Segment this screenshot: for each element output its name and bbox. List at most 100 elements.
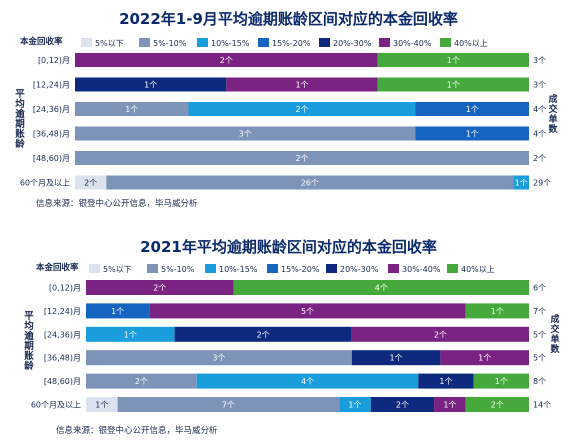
total-label: 5个 (533, 330, 546, 339)
legend-swatch (326, 264, 337, 273)
data-label: 1个 (111, 307, 124, 316)
data-label: 2个 (396, 401, 409, 410)
bar-segment (174, 326, 352, 342)
bar-segment (86, 303, 150, 319)
bar-segment (86, 373, 197, 389)
data-label: 2个 (220, 56, 233, 65)
category-label: [12,24)月 (33, 81, 70, 90)
bar-segment (351, 326, 529, 342)
category-label: 60个月及以上 (31, 401, 81, 410)
total-label: 6个 (533, 284, 546, 293)
data-label: 1个 (95, 401, 108, 410)
data-label: 4个 (375, 284, 388, 293)
legend-swatch (139, 38, 150, 47)
total-label: 4个 (533, 105, 546, 114)
bar-area: [0,12)月 2个 4个 6个 [12,24)月 1个 5个 1个 7个 [24,36)月 1个 2… (31, 280, 551, 412)
total-label: 2个 (533, 154, 546, 163)
source-note: 信息来源：银登中心公开信息，毕马威分析 (36, 199, 198, 209)
data-label: 1个 (439, 377, 452, 386)
bar-segment (377, 53, 529, 67)
data-label: 2个 (295, 154, 308, 163)
bar-segment (117, 397, 340, 412)
data-label: 1个 (144, 81, 157, 90)
data-label: 1个 (348, 401, 361, 410)
legend-label: 10%-15% (219, 265, 258, 274)
bar-segment (339, 397, 371, 412)
legend-swatch (197, 38, 208, 47)
legend-item: 15%-20% (267, 264, 319, 274)
data-label: 1个 (295, 81, 308, 90)
data-label: 1个 (491, 307, 504, 316)
bar-segment (86, 326, 175, 342)
right-axis-label: 成交单数 (550, 315, 560, 355)
bar-segment (106, 175, 514, 190)
legend-label: 30%-40% (402, 265, 441, 274)
category-label: [48,60)月 (33, 154, 70, 163)
bar-segment (513, 175, 529, 190)
right-axis-label: 成交单数 (548, 95, 558, 135)
bar-segment (226, 77, 378, 92)
legend-swatch (447, 264, 458, 273)
data-label: 1个 (443, 401, 456, 410)
bar-segment (415, 126, 529, 141)
legend-item: 10%-15% (205, 264, 257, 274)
data-label: 2个 (135, 377, 148, 386)
bar-segment (75, 53, 378, 67)
legend-swatch (319, 38, 330, 47)
data-label: 1个 (447, 56, 460, 65)
data-label: 4个 (301, 377, 314, 386)
bar-segment (370, 397, 435, 412)
category-label: [36,48)月 (44, 354, 81, 363)
legend-label: 5%-10% (161, 265, 195, 274)
legend-label: 15%-20% (281, 265, 320, 274)
legend-swatch (205, 264, 216, 273)
legend-item: 20%-30% (319, 38, 371, 48)
bar-segment (465, 303, 529, 319)
category-label: [36,48)月 (33, 130, 70, 139)
total-label: 3个 (533, 81, 546, 90)
category-label: [24,36)月 (44, 330, 81, 339)
legend-item: 15%-20% (258, 38, 310, 48)
legend-label: 30%-40% (393, 39, 432, 48)
chart-2022: 2022年1-9月平均逾期账龄区间对应的本金回收率 本金回收率 平均逾期账龄 成… (0, 0, 577, 220)
bar-segment (415, 102, 529, 116)
legend-item: 40%以上 (440, 38, 488, 49)
legend-label: 20%-30% (333, 39, 372, 48)
data-label: 1个 (447, 81, 460, 90)
total-label: 5个 (533, 354, 546, 363)
bar-segment (149, 303, 466, 319)
bar-segment (440, 350, 529, 366)
legend-item: 30%-40% (388, 264, 440, 274)
bar-segment (86, 280, 234, 295)
bar-segment (351, 350, 441, 366)
y-axis-label: 平均逾期账龄 (15, 89, 25, 150)
source-note: 信息来源：银登中心公开信息，毕马威分析 (56, 426, 218, 436)
data-label: 1个 (478, 354, 491, 363)
bar-area: [0,12)月 2个 1个 3个 [12,24)月 1个 1个 1个 3个 [24,36)月 1个 2… (20, 53, 551, 190)
legend-item: 20%-30% (326, 264, 378, 274)
bar-segment (75, 126, 416, 141)
data-label: 5个 (301, 307, 314, 316)
legend-label: 5%以下 (95, 39, 124, 48)
bar-segment (434, 397, 466, 412)
category-label: 60个月及以上 (20, 179, 70, 188)
data-label: 3个 (212, 354, 225, 363)
legend-swatch (258, 38, 269, 47)
legend-item: 10%-15% (197, 38, 249, 48)
bar-segment (188, 102, 416, 116)
data-label: 1个 (466, 130, 479, 139)
total-label: 14个 (533, 401, 551, 410)
bar-segment (86, 350, 352, 366)
bar-segment (418, 373, 474, 389)
bar-segment (75, 175, 107, 190)
legend-label: 5%-10% (153, 39, 187, 48)
legend-swatch (267, 264, 278, 273)
chart-title: 2022年1-9月平均逾期账龄区间对应的本金回收率 (119, 10, 458, 28)
data-label: 1个 (466, 105, 479, 114)
data-label: 2个 (295, 105, 308, 114)
bar-segment (75, 102, 189, 116)
data-label: 2个 (491, 401, 504, 410)
bar-segment (465, 397, 529, 412)
legend-item: 40%以上 (447, 264, 495, 275)
legend-item: 30%-40% (379, 38, 431, 48)
